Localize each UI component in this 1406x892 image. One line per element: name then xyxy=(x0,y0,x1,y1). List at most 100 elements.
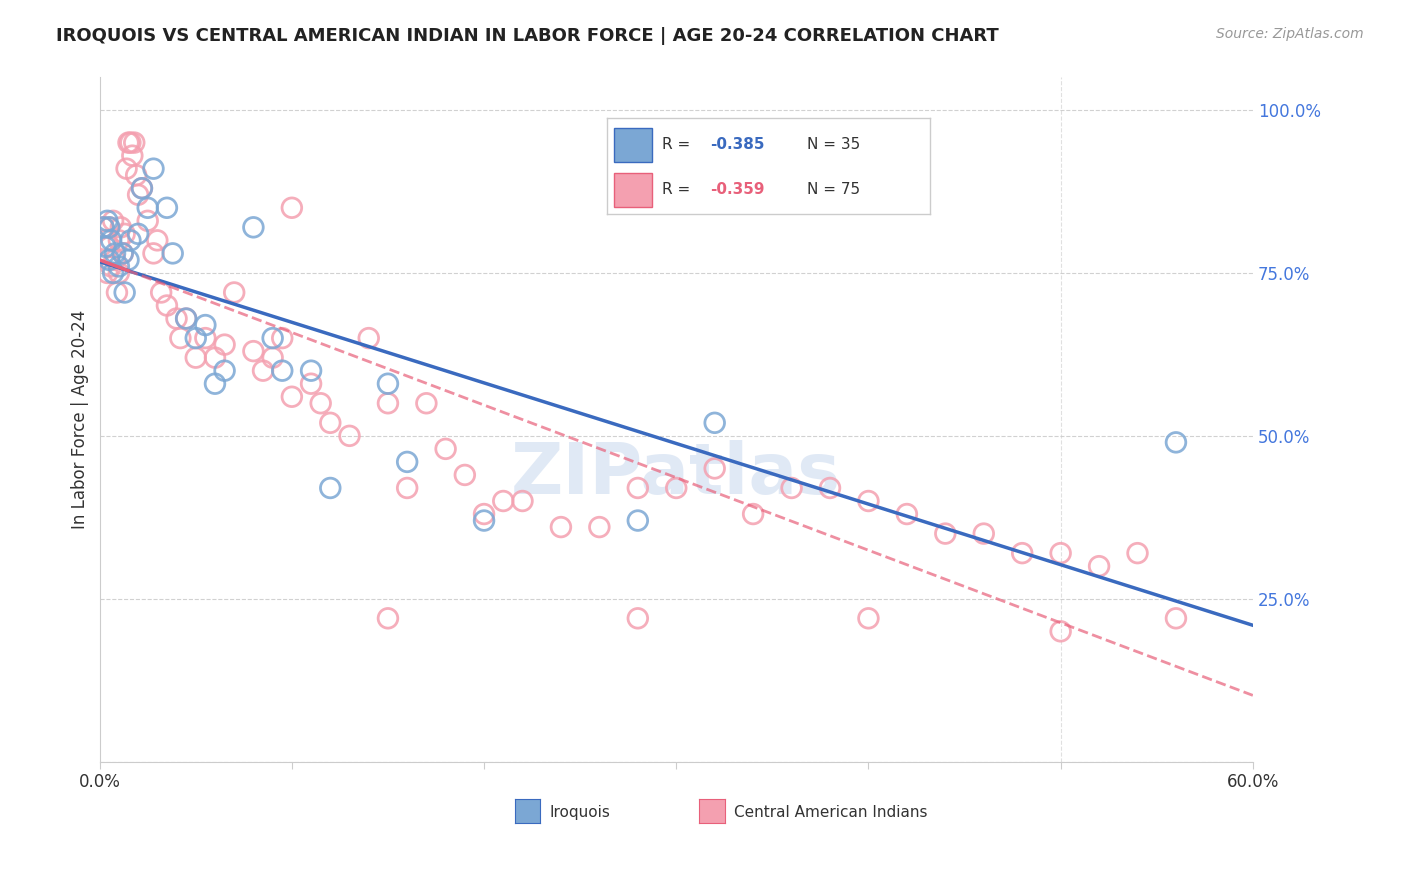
Point xyxy=(281,390,304,404)
Point xyxy=(120,233,142,247)
Point xyxy=(136,201,159,215)
Point xyxy=(101,214,124,228)
Point xyxy=(120,136,142,150)
Point xyxy=(434,442,457,456)
Point xyxy=(627,611,650,625)
Point xyxy=(627,481,650,495)
Point xyxy=(703,416,725,430)
Point xyxy=(1164,611,1187,625)
Point xyxy=(142,161,165,176)
Point xyxy=(454,467,477,482)
Point xyxy=(780,481,803,495)
Point xyxy=(156,299,179,313)
Point xyxy=(122,136,145,150)
Point xyxy=(742,507,765,521)
Point xyxy=(396,455,419,469)
Point xyxy=(512,494,534,508)
Text: IROQUOIS VS CENTRAL AMERICAN INDIAN IN LABOR FORCE | AGE 20-24 CORRELATION CHART: IROQUOIS VS CENTRAL AMERICAN INDIAN IN L… xyxy=(56,27,1000,45)
Point xyxy=(156,201,179,215)
Point xyxy=(550,520,572,534)
Point xyxy=(111,246,134,260)
Point xyxy=(299,364,322,378)
Point xyxy=(100,233,122,247)
Point xyxy=(377,611,399,625)
Text: Central American Indians: Central American Indians xyxy=(734,805,928,821)
Point xyxy=(224,285,246,300)
Point xyxy=(252,364,274,378)
Point xyxy=(357,331,380,345)
Point xyxy=(131,181,153,195)
Point xyxy=(108,233,131,247)
Point xyxy=(117,252,139,267)
Point xyxy=(319,481,342,495)
Text: Iroquois: Iroquois xyxy=(550,805,610,821)
Point xyxy=(588,520,610,534)
Point xyxy=(214,337,236,351)
Point xyxy=(214,364,236,378)
Point xyxy=(858,494,880,508)
Point xyxy=(104,246,127,260)
Point xyxy=(973,526,995,541)
Point xyxy=(111,246,134,260)
Point xyxy=(174,311,197,326)
Point xyxy=(204,376,226,391)
Point xyxy=(204,351,226,365)
Point xyxy=(242,220,264,235)
Point xyxy=(377,396,399,410)
Point xyxy=(150,285,173,300)
Point xyxy=(627,514,650,528)
Point xyxy=(396,481,419,495)
Point xyxy=(271,331,294,345)
Point xyxy=(93,220,115,235)
Point xyxy=(105,285,128,300)
Point xyxy=(96,266,118,280)
Point xyxy=(184,331,207,345)
Point xyxy=(1049,624,1071,639)
Point xyxy=(665,481,688,495)
Point xyxy=(262,331,284,345)
Point xyxy=(377,376,399,391)
Point xyxy=(703,461,725,475)
Point xyxy=(131,181,153,195)
Point xyxy=(858,611,880,625)
Point xyxy=(127,187,149,202)
Point xyxy=(492,494,515,508)
Point xyxy=(94,233,117,247)
Point xyxy=(127,227,149,241)
Point xyxy=(818,481,841,495)
Point xyxy=(1011,546,1033,560)
Point xyxy=(98,252,121,267)
Point xyxy=(415,396,437,410)
Point xyxy=(121,148,143,162)
Point xyxy=(271,364,294,378)
Point xyxy=(101,266,124,280)
Point xyxy=(309,396,332,410)
Y-axis label: In Labor Force | Age 20-24: In Labor Force | Age 20-24 xyxy=(72,310,89,529)
Point xyxy=(281,201,304,215)
Point xyxy=(162,246,184,260)
Point xyxy=(194,318,217,332)
Point xyxy=(117,136,139,150)
Point xyxy=(110,220,132,235)
Point xyxy=(1088,559,1111,574)
Point xyxy=(93,220,115,235)
Point xyxy=(339,429,361,443)
Point xyxy=(169,331,191,345)
Point xyxy=(136,214,159,228)
Point xyxy=(472,507,495,521)
Point xyxy=(174,311,197,326)
Point xyxy=(100,260,122,274)
Point xyxy=(166,311,188,326)
Point xyxy=(114,285,136,300)
Point xyxy=(108,260,131,274)
Point xyxy=(146,233,169,247)
Point xyxy=(104,252,127,267)
Point xyxy=(98,240,121,254)
Point xyxy=(1164,435,1187,450)
Point xyxy=(114,227,136,241)
Point xyxy=(242,344,264,359)
Point xyxy=(184,351,207,365)
Point xyxy=(472,514,495,528)
Point xyxy=(96,214,118,228)
Point xyxy=(115,161,138,176)
